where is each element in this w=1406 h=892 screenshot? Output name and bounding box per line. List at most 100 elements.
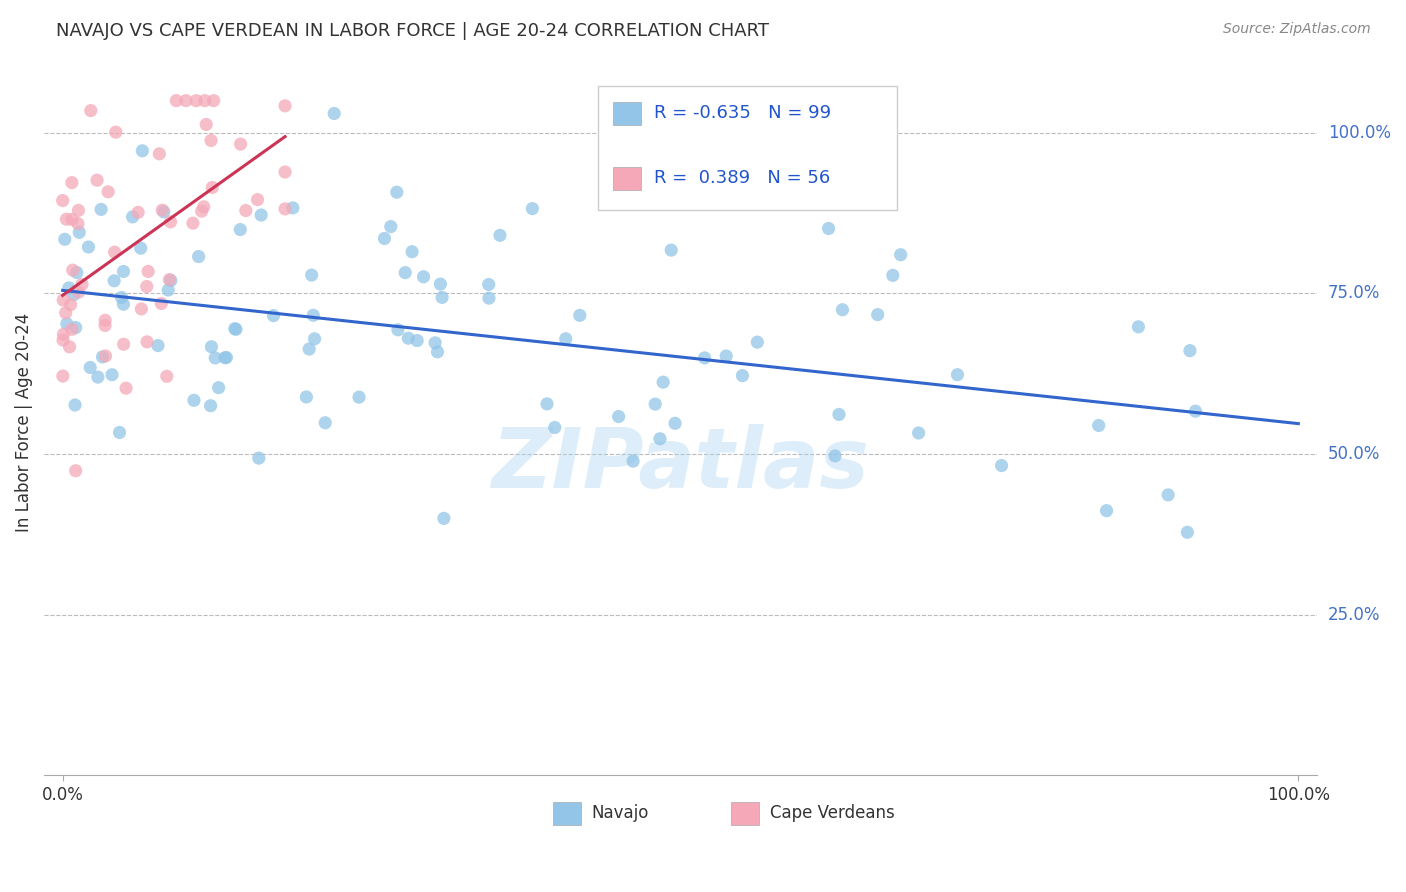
Navajo: [224, 321, 246, 335]
Cape Verdeans: [60, 322, 83, 336]
Cape Verdeans: [67, 285, 90, 300]
Navajo: [716, 349, 738, 363]
Navajo: [295, 390, 318, 404]
Cape Verdeans: [135, 279, 157, 293]
Navajo: [387, 323, 409, 337]
Navajo: [207, 381, 229, 395]
Cape Verdeans: [52, 293, 75, 307]
Navajo: [817, 221, 839, 235]
Navajo: [664, 417, 686, 431]
Text: 75.0%: 75.0%: [1329, 285, 1381, 302]
Navajo: [314, 416, 336, 430]
Navajo: [1087, 418, 1109, 433]
Navajo: [1128, 319, 1150, 334]
Navajo: [1175, 525, 1198, 540]
Navajo: [229, 222, 252, 236]
Cape Verdeans: [80, 103, 103, 118]
Navajo: [536, 397, 558, 411]
Navajo: [200, 399, 222, 413]
Cape Verdeans: [70, 277, 93, 292]
Cape Verdeans: [66, 217, 89, 231]
Cape Verdeans: [65, 464, 87, 478]
Navajo: [247, 451, 270, 466]
Cape Verdeans: [52, 369, 75, 384]
Cape Verdeans: [97, 185, 120, 199]
Navajo: [108, 425, 131, 440]
Navajo: [183, 393, 205, 408]
Navajo: [731, 368, 754, 383]
Navajo: [426, 344, 449, 359]
Navajo: [250, 208, 273, 222]
Cape Verdeans: [52, 194, 75, 208]
Navajo: [946, 368, 969, 382]
Navajo: [544, 420, 567, 434]
Cape Verdeans: [235, 203, 257, 218]
Cape Verdeans: [115, 381, 138, 395]
Text: 100.0%: 100.0%: [1329, 124, 1391, 142]
Navajo: [65, 320, 87, 334]
Navajo: [302, 308, 325, 322]
Navajo: [831, 302, 853, 317]
Cape Verdeans: [157, 272, 180, 286]
Cape Verdeans: [194, 94, 217, 108]
Cape Verdeans: [150, 296, 173, 310]
Navajo: [828, 408, 851, 422]
Navajo: [159, 273, 181, 287]
Navajo: [323, 106, 346, 120]
Bar: [613, 102, 641, 125]
Navajo: [63, 398, 86, 412]
Cape Verdeans: [190, 204, 212, 219]
Cape Verdeans: [131, 301, 153, 316]
Cape Verdeans: [58, 340, 80, 354]
Navajo: [91, 350, 114, 364]
Bar: [598, 87, 897, 210]
Bar: [613, 167, 641, 190]
Navajo: [87, 370, 110, 384]
Navajo: [659, 243, 682, 257]
Navajo: [1178, 343, 1201, 358]
Y-axis label: In Labor Force | Age 20-24: In Labor Force | Age 20-24: [15, 312, 32, 532]
Navajo: [433, 511, 456, 525]
Navajo: [522, 202, 544, 216]
Cape Verdeans: [274, 202, 297, 216]
Navajo: [204, 351, 226, 365]
Cape Verdeans: [156, 369, 179, 384]
Navajo: [396, 331, 419, 345]
Text: NAVAJO VS CAPE VERDEAN IN LABOR FORCE | AGE 20-24 CORRELATION CHART: NAVAJO VS CAPE VERDEAN IN LABOR FORCE | …: [56, 22, 769, 40]
Cape Verdeans: [274, 165, 297, 179]
Cape Verdeans: [67, 203, 90, 218]
Cape Verdeans: [186, 94, 208, 108]
Cape Verdeans: [201, 180, 224, 194]
Navajo: [79, 360, 101, 375]
Navajo: [131, 144, 153, 158]
Text: ZIPatlas: ZIPatlas: [492, 424, 869, 505]
Cape Verdeans: [136, 264, 159, 278]
Cape Verdeans: [195, 118, 218, 132]
Cape Verdeans: [62, 263, 84, 277]
Cape Verdeans: [165, 94, 187, 108]
Navajo: [423, 335, 446, 350]
Navajo: [67, 225, 90, 239]
Cape Verdeans: [104, 245, 127, 260]
Navajo: [568, 309, 591, 323]
Navajo: [429, 277, 451, 291]
Navajo: [112, 264, 135, 278]
Navajo: [110, 291, 132, 305]
Navajo: [101, 368, 124, 382]
Text: 25.0%: 25.0%: [1329, 606, 1381, 624]
Cape Verdeans: [86, 173, 108, 187]
Cape Verdeans: [193, 200, 215, 214]
Navajo: [478, 291, 501, 305]
Navajo: [554, 332, 576, 346]
Navajo: [56, 317, 79, 331]
Navajo: [394, 266, 416, 280]
Navajo: [187, 250, 209, 264]
Navajo: [621, 454, 644, 468]
Navajo: [652, 375, 675, 389]
Navajo: [225, 322, 247, 336]
Cape Verdeans: [174, 94, 197, 108]
Cape Verdeans: [94, 313, 117, 327]
Cape Verdeans: [148, 146, 170, 161]
Navajo: [412, 269, 434, 284]
Navajo: [263, 309, 285, 323]
